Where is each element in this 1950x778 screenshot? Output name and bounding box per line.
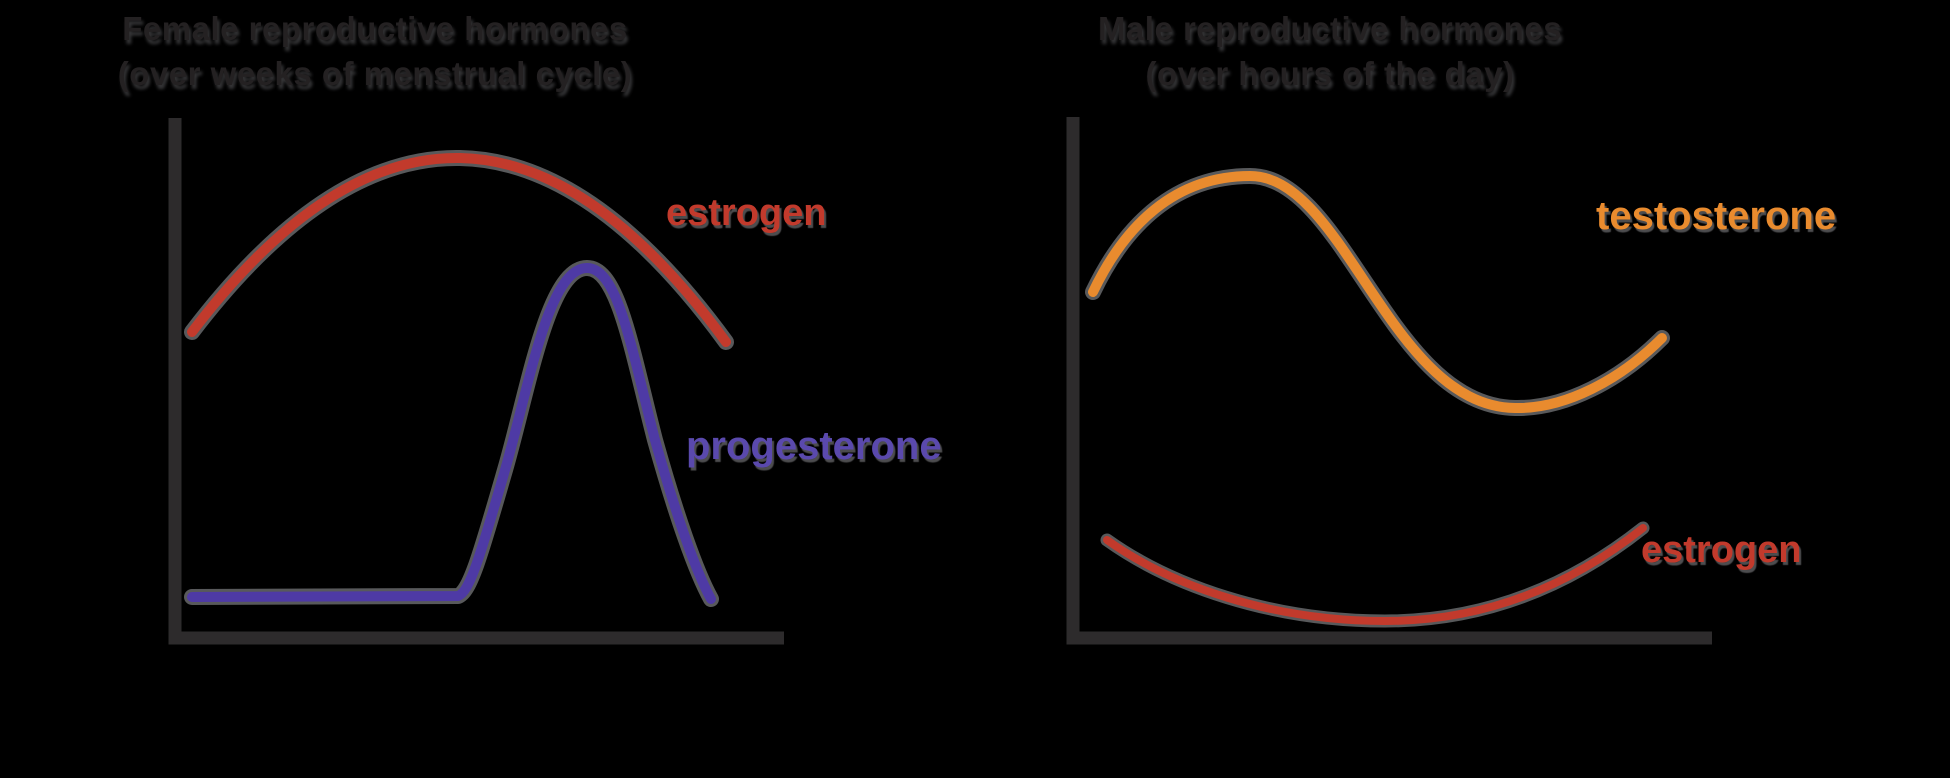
female-chart-title: Female reproductive hormones (over weeks…: [95, 6, 655, 96]
female-progesterone-halo: [184, 260, 719, 607]
female-chart-title-line2: (over weeks of menstrual cycle): [117, 55, 633, 92]
male-chart: [1066, 117, 1712, 645]
male-chart-title: Male reproductive hormones (over hours o…: [1050, 6, 1610, 96]
male-testosterone-curve: [1088, 170, 1667, 414]
male-chart-title-line2: (over hours of the day): [1145, 55, 1515, 92]
female-progesterone-label: progesterone: [686, 424, 942, 468]
male-estrogen-label: estrogen: [1641, 529, 1802, 571]
male-estrogen-halo: [1100, 521, 1650, 628]
female-estrogen-curve: [187, 153, 731, 347]
female-chart-title-line1: Female reproductive hormones: [122, 10, 628, 47]
female-chart: [168, 118, 784, 645]
male-estrogen-curve: [1103, 524, 1647, 626]
female-progesterone-curve: [187, 263, 716, 604]
female-axes: [168, 118, 784, 645]
male-chart-title-line1: Male reproductive hormones: [1097, 10, 1563, 47]
male-testosterone-label: testosterone: [1596, 194, 1837, 238]
female-estrogen-label: estrogen: [666, 192, 827, 234]
male-axes: [1066, 117, 1712, 645]
